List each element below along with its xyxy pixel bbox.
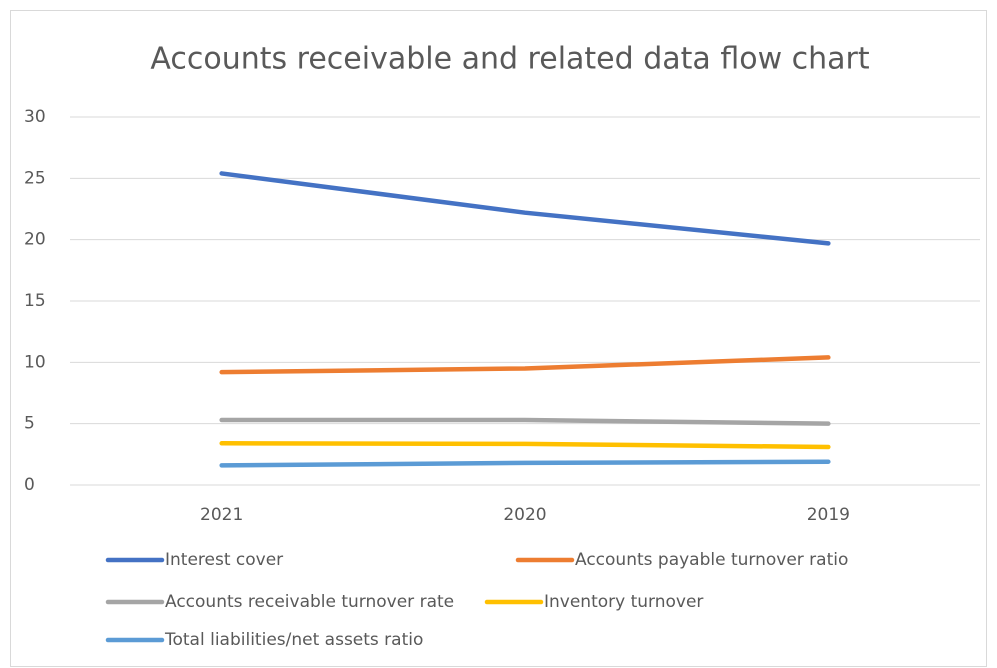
series-line [219, 417, 831, 426]
series-line [219, 171, 831, 246]
series-line [219, 459, 831, 468]
legend-label: Accounts payable turnover ratio [575, 550, 848, 570]
y-tick-label: 5 [24, 414, 35, 434]
x-tick-label: 2019 [807, 505, 850, 525]
legend-label: Accounts receivable turnover rate [165, 592, 454, 612]
x-tick-label: 2020 [503, 505, 546, 525]
legend-label: Total liabilities/net assets ratio [164, 630, 423, 650]
y-tick-label: 30 [24, 107, 46, 127]
chart-title: Accounts receivable and related data flo… [150, 42, 870, 77]
chart-border [10, 10, 987, 667]
legend-label: Inventory turnover [544, 592, 703, 612]
y-tick-label: 10 [24, 352, 46, 372]
y-tick-label: 0 [24, 475, 35, 495]
x-tick-label: 2021 [200, 505, 243, 525]
y-tick-label: 25 [24, 168, 46, 188]
y-tick-label: 20 [24, 230, 46, 250]
series-line [219, 355, 831, 375]
y-tick-label: 15 [24, 291, 46, 311]
series-line [219, 441, 831, 450]
legend-label: Interest cover [165, 550, 283, 570]
